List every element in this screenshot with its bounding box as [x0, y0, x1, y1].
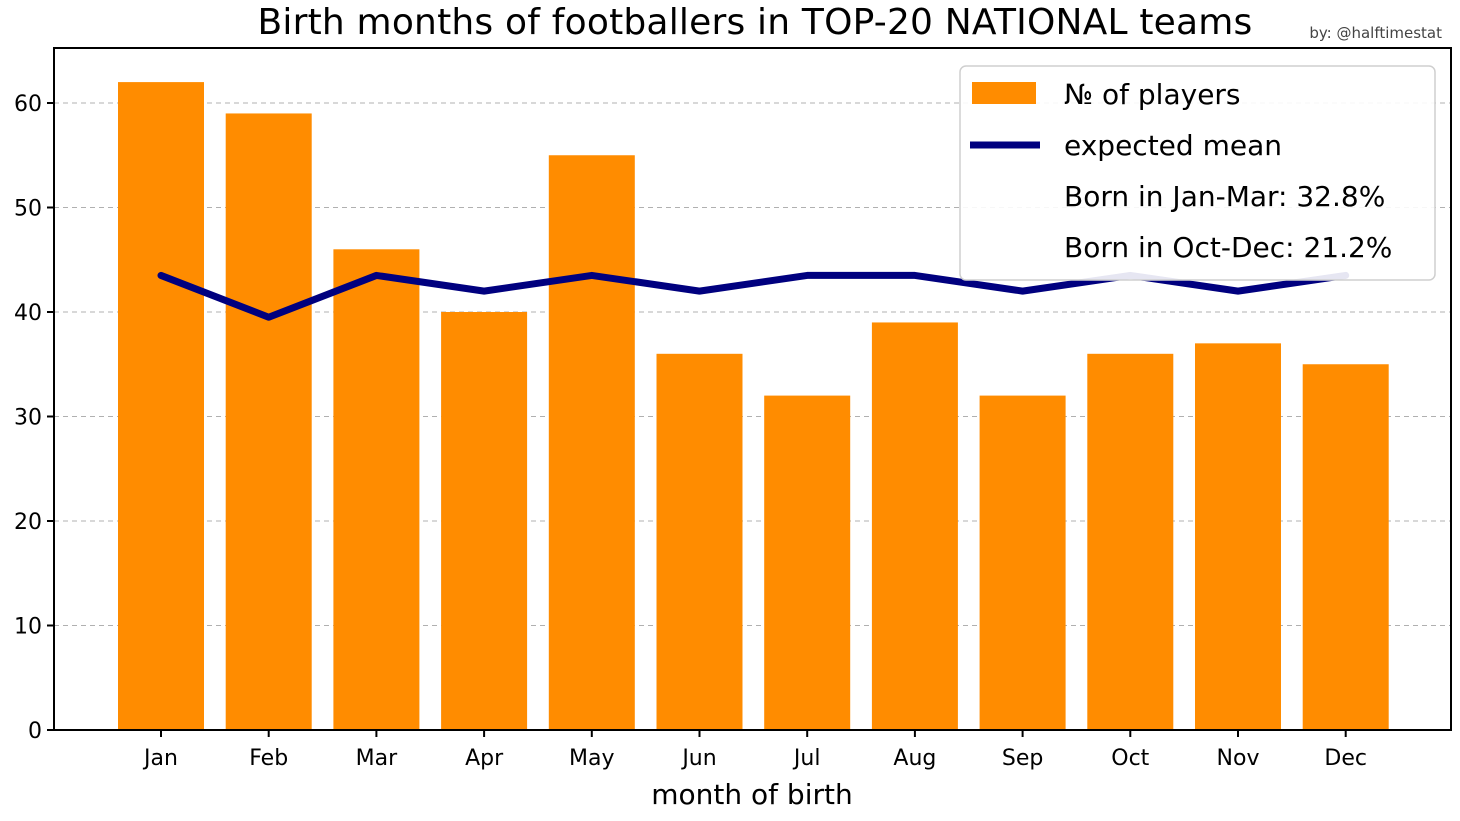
x-tick-label: Jan	[142, 746, 178, 771]
bar-jan	[118, 82, 204, 731]
axes: 0 10 20 30 40 50 60 Jan Feb Mar Apr May Jun Jul Aug Sep…	[14, 47, 1452, 811]
legend-box	[959, 65, 1436, 281]
y-tick-label: 60	[14, 92, 42, 117]
bar-apr	[441, 312, 528, 730]
bar-jul	[764, 395, 851, 730]
legend-swatch-bar	[972, 82, 1036, 104]
x-tick-label: Mar	[356, 746, 398, 771]
legend-label-mean: expected mean	[1064, 129, 1282, 162]
bar-sep	[979, 395, 1066, 730]
x-tick-label: Oct	[1111, 746, 1149, 771]
x-tick-label: Jul	[792, 746, 821, 771]
bar-dec	[1302, 364, 1389, 730]
x-tick-label: Dec	[1324, 746, 1367, 771]
x-tick-label: Apr	[465, 746, 504, 771]
credit-text: by: @halftimestat	[1309, 24, 1442, 42]
y-tick-label: 0	[28, 719, 42, 744]
bar-mar	[333, 249, 420, 731]
legend: № of players expected mean Born in Jan-Mar…	[959, 65, 1436, 281]
x-tick-label: Feb	[249, 746, 288, 771]
legend-label-players: № of players	[1064, 78, 1241, 111]
bar-nov	[1195, 343, 1281, 730]
bar-oct	[1087, 353, 1174, 730]
bar-jun	[656, 353, 743, 730]
bar-may	[548, 155, 635, 730]
y-tick-label: 20	[14, 510, 42, 535]
legend-annotation: Born in Jan-Mar: 32.8%	[1064, 180, 1385, 213]
legend-annotation: Born in Oct-Dec: 21.2%	[1064, 231, 1392, 264]
chart-title: Birth months of footballers in TOP-20 NA…	[257, 2, 1253, 43]
bar-aug	[871, 322, 958, 730]
x-tick-label: Nov	[1217, 746, 1260, 771]
x-tick-label: Jun	[680, 746, 716, 771]
x-tick-label: Aug	[893, 746, 936, 771]
y-tick-label: 30	[14, 406, 42, 431]
x-tick-label: Sep	[1002, 746, 1043, 771]
bar-feb	[225, 113, 312, 730]
plot-frame	[53, 47, 1452, 731]
y-tick-label: 40	[14, 301, 42, 326]
y-tick-label: 10	[14, 615, 42, 640]
bars	[118, 82, 1389, 731]
y-tick-label: 50	[14, 197, 42, 222]
x-tick-label: May	[569, 746, 614, 771]
x-axis-title: month of birth	[651, 778, 852, 811]
